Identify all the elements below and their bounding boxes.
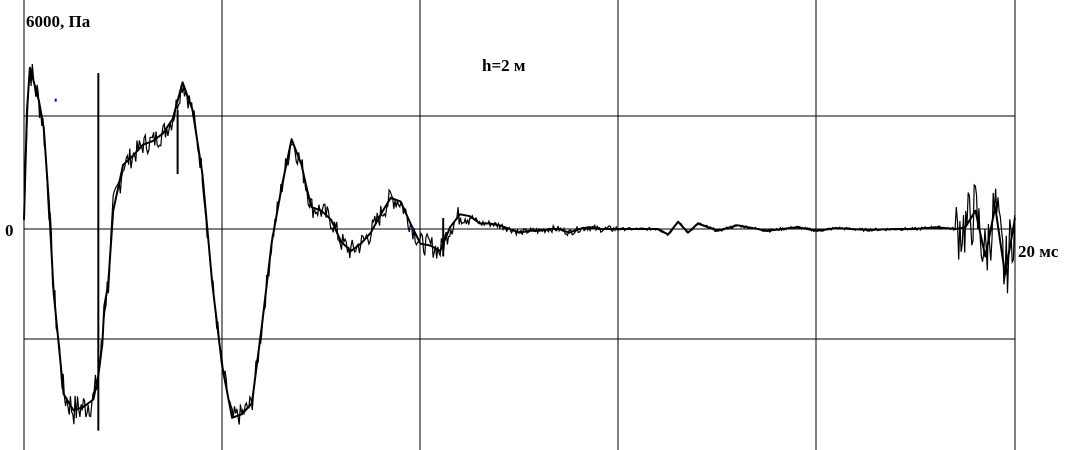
y-axis-label: 6000, Па: [26, 12, 91, 31]
blue-marker-0: [54, 98, 57, 102]
x-axis-label: 20 мс: [1018, 242, 1059, 261]
series-noise-0: [23, 63, 1016, 425]
y-zero-label: 0: [5, 221, 14, 240]
chart-title: h=2 м: [482, 56, 526, 75]
series-line-0: [23, 66, 1016, 419]
grid-lines: [23, 0, 1016, 450]
blue-marker-1: [411, 227, 414, 230]
data-traces: [23, 63, 1016, 431]
